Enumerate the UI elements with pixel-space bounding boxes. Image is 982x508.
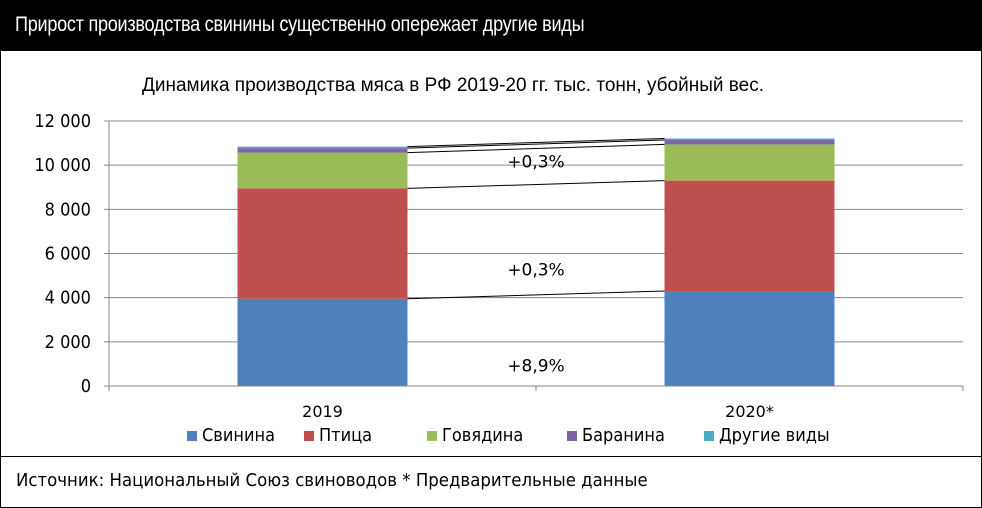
legend-label: Баранина [582, 425, 665, 446]
bar-segment [237, 188, 408, 299]
y-tick-label: 10 000 [34, 155, 91, 176]
growth-annotation: +0,3% [507, 261, 564, 281]
bar-segment [664, 180, 835, 292]
y-tick-label: 8 000 [45, 199, 91, 220]
bar-segment [664, 291, 835, 386]
connector-line [407, 180, 665, 189]
legend-swatch [304, 431, 314, 441]
stacked-bar-chart: Динамика производства мяса в РФ 2019-20 … [34, 75, 964, 446]
y-tick-label: 6 000 [45, 244, 91, 265]
chart-title: Динамика производства мяса в РФ 2019-20 … [142, 75, 764, 96]
footer-source: Источник: Национальный Союз свиноводов *… [16, 470, 648, 491]
legend-swatch [187, 431, 197, 441]
header-bar: Прирост производства свинины существенно… [1, 1, 981, 51]
bar-segment [237, 146, 408, 149]
y-tick-label: 2 000 [45, 332, 91, 353]
legend-label: Птица [319, 425, 372, 446]
bar-segment [237, 152, 408, 189]
bar-segment [664, 138, 835, 140]
legend-swatch [704, 431, 714, 441]
footer-divider [1, 456, 981, 457]
growth-annotation: +8,9% [507, 357, 564, 377]
bar-segment [237, 298, 408, 386]
bar-segment [664, 139, 835, 145]
header-title: Прирост производства свинины существенно… [15, 13, 585, 36]
legend-label: Свинина [202, 425, 275, 446]
legend-swatch [427, 431, 437, 441]
bar-segment [664, 144, 835, 181]
bar-segment [237, 148, 408, 153]
y-tick-label: 12 000 [34, 111, 91, 132]
connector-line [407, 137, 665, 148]
legend-label: Говядина [442, 425, 523, 446]
x-tick-label: 2019 [302, 402, 343, 421]
connector-line [407, 143, 665, 154]
y-tick-label: 0 [81, 376, 91, 397]
legend-swatch [567, 431, 577, 441]
y-tick-label: 4 000 [45, 288, 91, 309]
connector-line [407, 290, 665, 300]
growth-annotation: +0,3% [507, 152, 564, 172]
x-tick-label: 2020* [725, 402, 774, 421]
connector-line [407, 139, 665, 149]
legend-label: Другие виды [719, 425, 830, 446]
